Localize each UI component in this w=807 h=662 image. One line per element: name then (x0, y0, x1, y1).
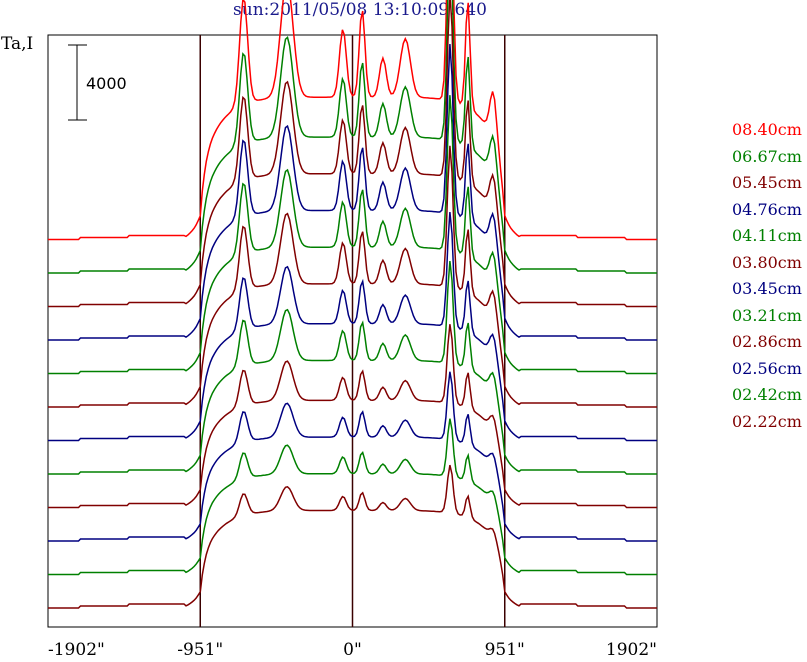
series-line-08.40cm (48, 0, 657, 241)
x-tick-label: 1902" (606, 640, 657, 660)
series-line-05.45cm (48, 0, 657, 308)
series-line-03.45cm (48, 212, 657, 442)
series-line-06.67cm (48, 0, 657, 274)
scale-bar-label: 4000 (86, 74, 127, 93)
x-tick-label: 0" (343, 640, 362, 660)
legend-entry: 05.45cm (732, 173, 802, 192)
chart-title: sun:2011/05/08 13:10:09.640 (233, 0, 487, 20)
legend-entry: 03.21cm (732, 305, 802, 325)
legend-entry: 06.67cm (732, 146, 802, 166)
legend-entry: 02.22cm (732, 411, 802, 431)
legend-entry: 03.45cm (732, 279, 802, 298)
x-tick-label: -1902" (48, 640, 105, 660)
series-line-04.76cm (48, 43, 657, 341)
legend-entry: 02.42cm (732, 385, 802, 404)
x-tick-label: -951" (177, 640, 223, 660)
series-line-02.86cm (48, 324, 657, 509)
legend-entry: 04.11cm (732, 226, 802, 245)
series-line-03.21cm (48, 261, 657, 475)
series-line-04.11cm (48, 95, 657, 375)
series-line-02.56cm (48, 371, 657, 542)
legend-entry: 08.40cm (732, 120, 802, 139)
legend-entry: 03.80cm (732, 252, 802, 272)
legend-entry: 02.56cm (732, 358, 802, 378)
x-tick-label: 951" (485, 640, 525, 660)
legend-entry: 04.76cm (732, 199, 802, 219)
scale-bar: 4000 (68, 44, 127, 121)
series-line-02.22cm (48, 464, 657, 609)
y-axis-label: Ta,I (1, 34, 34, 54)
legend: 08.40cm 06.67cm 05.45cm 04.76cm 04.11cm 03.80… (732, 117, 802, 435)
legend-entry: 02.86cm (732, 332, 802, 351)
series-line-03.80cm (48, 145, 657, 408)
series-line-02.42cm (48, 418, 657, 576)
